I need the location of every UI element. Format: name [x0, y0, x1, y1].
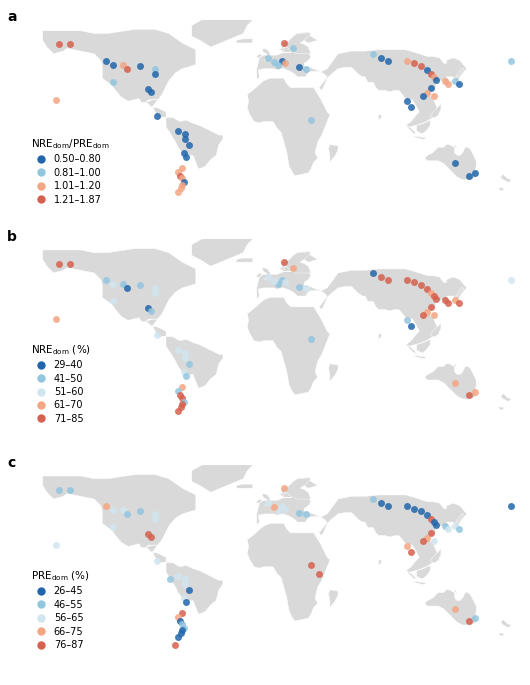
Polygon shape: [305, 495, 467, 572]
Legend: 29–40, 41–50, 51–60, 61–70, 71–85: 29–40, 41–50, 51–60, 61–70, 71–85: [31, 343, 91, 424]
Polygon shape: [329, 145, 338, 162]
Polygon shape: [305, 50, 467, 127]
Polygon shape: [162, 562, 223, 614]
Polygon shape: [425, 364, 476, 399]
Polygon shape: [433, 540, 436, 544]
Polygon shape: [262, 49, 270, 60]
Polygon shape: [378, 560, 382, 565]
Polygon shape: [430, 323, 441, 336]
Polygon shape: [257, 32, 324, 79]
Polygon shape: [446, 68, 464, 86]
Polygon shape: [305, 269, 467, 346]
Polygon shape: [43, 249, 196, 336]
Polygon shape: [257, 54, 262, 58]
Polygon shape: [248, 523, 330, 621]
Polygon shape: [500, 620, 511, 627]
Polygon shape: [277, 32, 311, 54]
Polygon shape: [262, 494, 270, 506]
Text: c: c: [7, 456, 15, 470]
Polygon shape: [257, 251, 324, 299]
Polygon shape: [378, 334, 382, 339]
Polygon shape: [400, 121, 417, 134]
Polygon shape: [257, 477, 324, 525]
Polygon shape: [400, 340, 417, 353]
Polygon shape: [236, 39, 253, 43]
Polygon shape: [162, 117, 223, 169]
Polygon shape: [433, 314, 436, 318]
Polygon shape: [192, 16, 257, 47]
Polygon shape: [417, 565, 430, 579]
Polygon shape: [446, 288, 464, 306]
Polygon shape: [277, 251, 311, 273]
Polygon shape: [446, 514, 464, 532]
Legend: 26–45, 46–55, 56–65, 66–75, 76–87: 26–45, 46–55, 56–65, 66–75, 76–87: [31, 569, 90, 650]
Text: a: a: [7, 10, 16, 25]
Legend: 0.50–0.80, 0.81–1.00, 1.01–1.20, 1.21–1.87: 0.50–0.80, 0.81–1.00, 1.01–1.20, 1.21–1.…: [31, 137, 110, 205]
Polygon shape: [412, 582, 426, 584]
Polygon shape: [412, 136, 426, 139]
Polygon shape: [433, 95, 436, 99]
Polygon shape: [236, 258, 253, 262]
Polygon shape: [262, 268, 270, 279]
Polygon shape: [236, 484, 253, 488]
Polygon shape: [430, 104, 441, 117]
Polygon shape: [417, 120, 430, 134]
Polygon shape: [500, 175, 511, 182]
Polygon shape: [43, 475, 196, 562]
Polygon shape: [378, 114, 382, 120]
Polygon shape: [498, 407, 503, 410]
Polygon shape: [248, 297, 330, 395]
Polygon shape: [400, 566, 417, 579]
Polygon shape: [430, 549, 441, 562]
Polygon shape: [277, 477, 311, 499]
Polygon shape: [162, 336, 223, 388]
Polygon shape: [425, 145, 476, 179]
Polygon shape: [257, 499, 262, 503]
Polygon shape: [192, 235, 257, 266]
Polygon shape: [248, 78, 330, 175]
Text: b: b: [7, 229, 17, 244]
Polygon shape: [43, 29, 196, 117]
Polygon shape: [498, 633, 503, 636]
Polygon shape: [192, 461, 257, 493]
Polygon shape: [329, 590, 338, 608]
Polygon shape: [425, 590, 476, 625]
Polygon shape: [417, 339, 430, 353]
Polygon shape: [498, 188, 503, 190]
Polygon shape: [412, 356, 426, 358]
Polygon shape: [500, 394, 511, 401]
Polygon shape: [329, 364, 338, 382]
Polygon shape: [257, 273, 262, 277]
